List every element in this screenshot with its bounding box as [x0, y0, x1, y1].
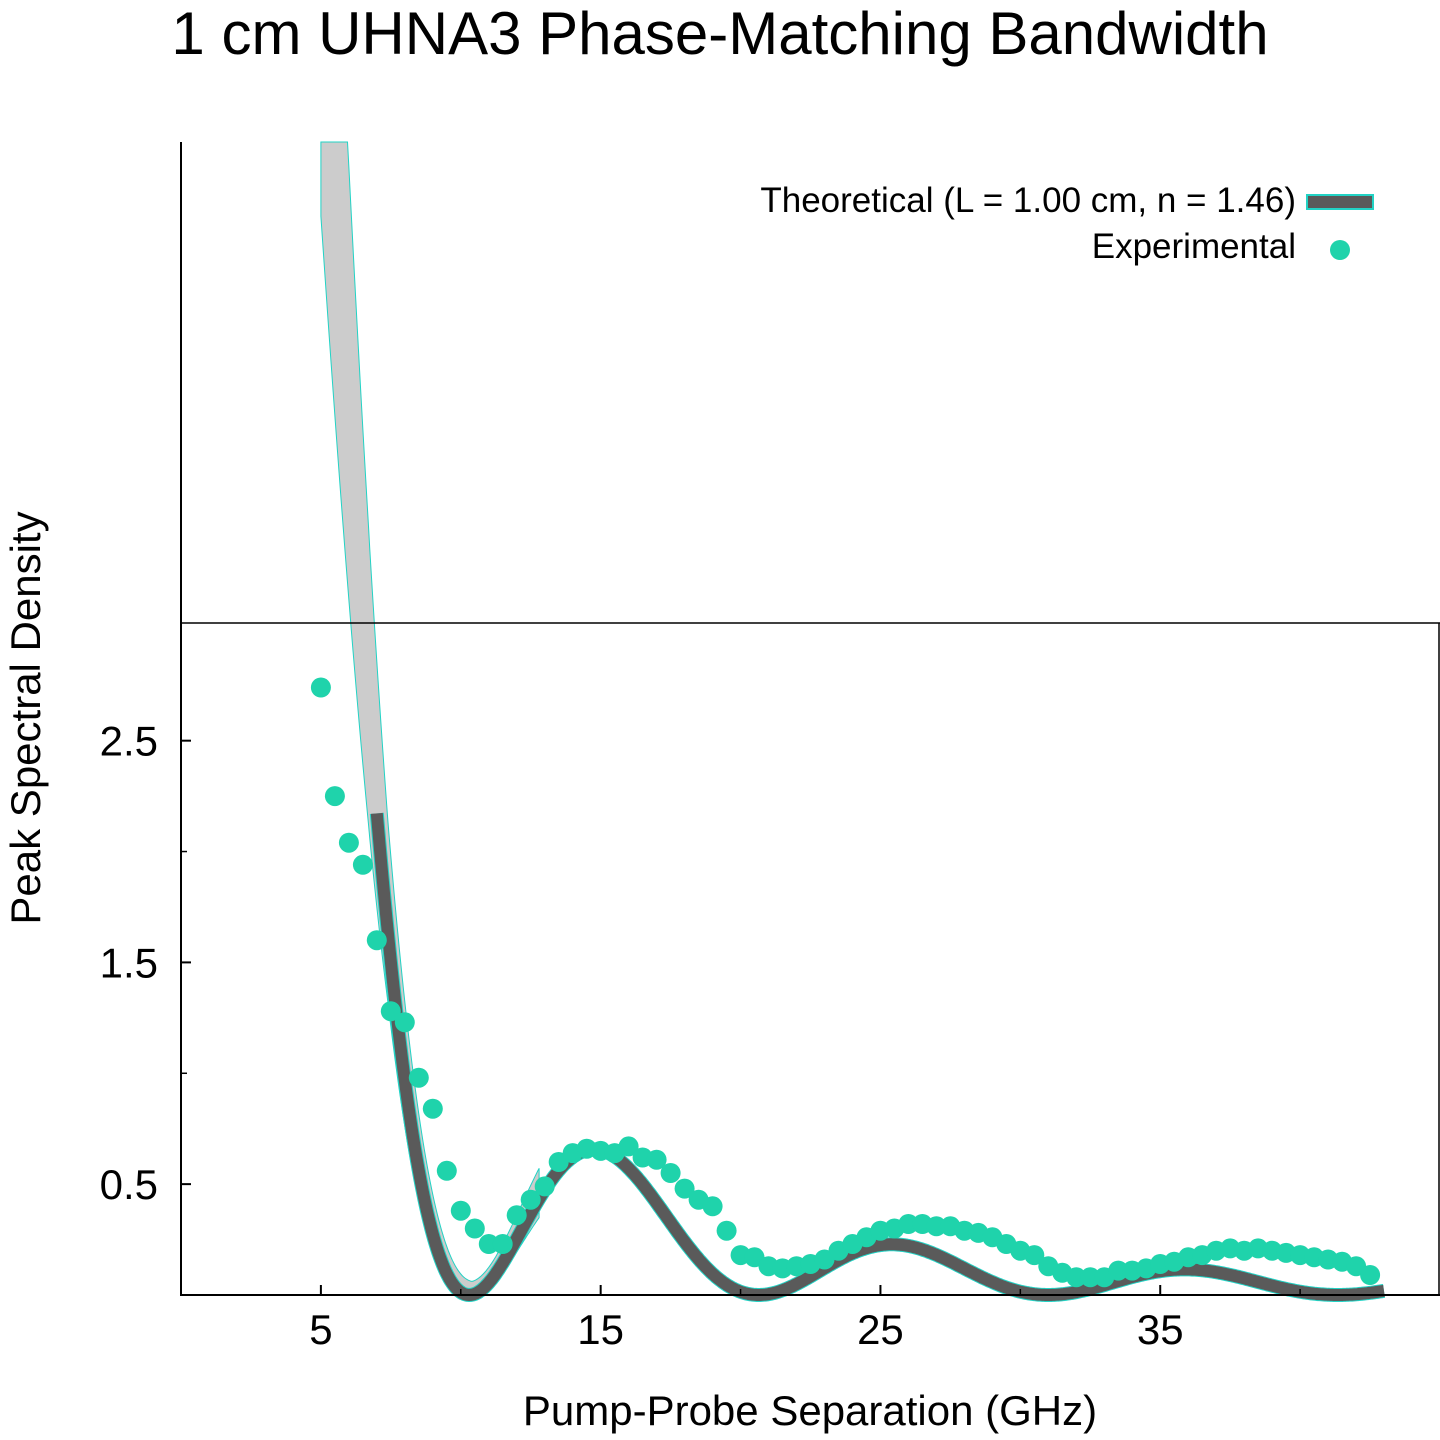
experimental-point: [646, 1149, 667, 1170]
x-tick-label: 5: [309, 1306, 332, 1353]
experimental-point: [408, 1067, 429, 1088]
experimental-point: [534, 1176, 555, 1197]
experimental-point: [716, 1220, 737, 1241]
experimental-point: [1360, 1265, 1381, 1285]
chart-title: 1 cm UHNA3 Phase-Matching Bandwidth: [171, 0, 1268, 67]
legend-label-theoretical: Theoretical (L = 1.00 cm, n = 1.46): [760, 181, 1296, 220]
legend-swatch-theoretical: [1306, 194, 1374, 210]
axes: [180, 142, 1440, 1296]
experimental-point: [492, 1234, 513, 1254]
experimental-point: [324, 786, 345, 807]
experimental-point: [702, 1196, 723, 1217]
legend-swatch-experimental: [1330, 240, 1350, 260]
experimental-point: [450, 1200, 471, 1221]
experimental-point: [436, 1160, 457, 1181]
theoretical-uncertainty-band: [320, 141, 540, 1296]
experimental-point: [310, 677, 331, 698]
experimental-point: [618, 1136, 639, 1157]
experimental-point: [660, 1163, 681, 1183]
experimental-point: [380, 1001, 401, 1022]
x-tick-label: 25: [857, 1306, 904, 1353]
experimental-point: [422, 1098, 443, 1119]
experimental-point: [352, 854, 373, 875]
legend: Theoretical (L = 1.00 cm, n = 1.46) Expe…: [760, 181, 1374, 266]
y-tick-label: 0.5: [100, 1161, 158, 1208]
experimental-point: [506, 1205, 527, 1226]
y-tick-label: 1.5: [100, 939, 158, 986]
experimental-point: [1066, 1267, 1087, 1288]
experimental-point: [926, 1216, 947, 1237]
experimental-point: [394, 1012, 415, 1033]
plot-area: [310, 141, 1390, 1302]
ticks: 5 15 25 35 0.5 1.5 2.5: [100, 718, 1301, 1353]
x-tick-label: 35: [1137, 1306, 1184, 1353]
experimental-point: [338, 832, 359, 853]
x-axis-label: Pump-Probe Separation (GHz): [523, 1387, 1097, 1434]
experimental-point: [1024, 1245, 1045, 1266]
experimental-point: [464, 1218, 485, 1239]
legend-label-experimental: Experimental: [1092, 227, 1296, 266]
experimental-point: [366, 930, 387, 951]
x-tick-label: 15: [577, 1306, 624, 1353]
y-tick-label: 2.5: [100, 718, 158, 765]
experimental-point: [1080, 1267, 1101, 1288]
experimental-point: [674, 1178, 695, 1199]
experimental-point: [520, 1189, 541, 1210]
experimental-point: [1108, 1260, 1129, 1281]
experimental-point: [898, 1214, 919, 1234]
experimental-point: [478, 1234, 499, 1254]
y-axis-label: Peak Spectral Density: [2, 511, 49, 924]
